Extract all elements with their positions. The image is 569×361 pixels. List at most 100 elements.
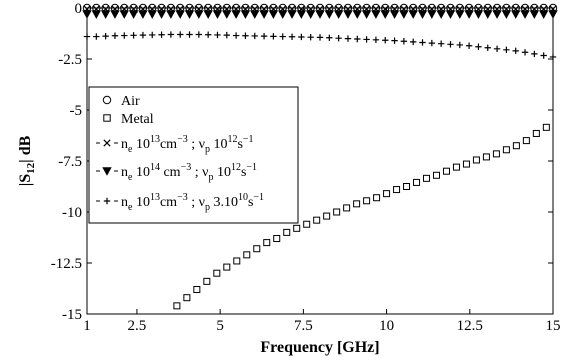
- data-point: [483, 10, 493, 19]
- legend-label-part: −3: [177, 134, 188, 145]
- y-tick-label: -15: [62, 307, 82, 323]
- data-point: [100, 10, 111, 19]
- data-point: [128, 10, 139, 19]
- legend-label: Metal: [121, 112, 154, 127]
- data-point: [511, 10, 521, 19]
- data-point: [363, 197, 371, 205]
- data-point: [130, 32, 137, 39]
- legend-label-part: p: [205, 144, 210, 155]
- data-point: [383, 190, 391, 198]
- data-point: [313, 216, 321, 224]
- data-point: [305, 10, 316, 19]
- data-point: [391, 37, 398, 44]
- data-point: [335, 34, 342, 42]
- data-point: [173, 302, 181, 310]
- legend-label-part: n: [121, 195, 128, 210]
- data-point: [158, 31, 165, 38]
- data-point: [389, 10, 400, 19]
- legend-label-part: Air: [121, 94, 140, 109]
- legend-box: [88, 86, 299, 224]
- legend-label-part: 10: [210, 137, 228, 152]
- data-point: [399, 10, 409, 19]
- data-point: [283, 228, 291, 236]
- data-point: [298, 33, 305, 41]
- x-tick-label: 2.5: [128, 318, 147, 334]
- legend-label-part: 3.10: [210, 195, 238, 210]
- data-point: [103, 197, 111, 205]
- data-point: [373, 194, 381, 202]
- data-point: [279, 33, 286, 40]
- legend-label-part: cm: [160, 195, 177, 210]
- data-point: [522, 137, 530, 145]
- y-axis-label-rest: | dB: [17, 135, 34, 162]
- legend-label-part: 12: [227, 134, 237, 145]
- data-point: [455, 10, 465, 19]
- data-point: [423, 174, 431, 182]
- data-point: [484, 44, 491, 51]
- data-point: [475, 43, 482, 50]
- data-point: [193, 286, 201, 294]
- legend-label-part: −3: [181, 162, 192, 173]
- data-point: [102, 167, 112, 176]
- data-point: [263, 239, 271, 247]
- data-point: [501, 10, 512, 19]
- data-point: [166, 10, 176, 19]
- legend-item: Metal: [103, 112, 154, 127]
- legend-item: ne 1013cm−3 ; νp 3.1010s−1: [96, 192, 264, 213]
- legend-label-part: ; ν: [191, 165, 208, 180]
- legend-label-part: −1: [246, 162, 257, 173]
- data-point: [139, 31, 147, 39]
- data-point: [316, 34, 324, 41]
- data-point: [203, 277, 211, 285]
- y-axis-label-main: |S: [17, 174, 34, 187]
- data-point: [344, 35, 352, 42]
- data-point: [343, 204, 351, 212]
- data-point: [473, 10, 484, 19]
- data-point: [410, 38, 417, 46]
- data-point: [103, 114, 111, 122]
- legend-label-part: −1: [253, 192, 264, 203]
- legend-item: Air: [102, 94, 140, 109]
- data-point: [419, 39, 426, 46]
- data-point: [296, 10, 307, 19]
- legend-label-part: n: [121, 165, 128, 180]
- legend-label: Air: [121, 94, 140, 109]
- data-point: [323, 212, 331, 220]
- data-point: [482, 153, 490, 161]
- data-point: [222, 10, 232, 19]
- x-tick-label: 7.5: [294, 318, 313, 334]
- data-point: [452, 163, 460, 171]
- data-point: [540, 52, 547, 59]
- data-point: [288, 33, 296, 40]
- data-point: [413, 178, 421, 186]
- data-point: [333, 208, 341, 216]
- legend-label-part: 10: [132, 165, 150, 180]
- x-tick-label: 15: [546, 318, 561, 334]
- data-point: [184, 10, 195, 19]
- data-point: [462, 160, 470, 168]
- legend-label-part: Metal: [121, 112, 154, 127]
- series: [83, 31, 557, 61]
- data-point: [343, 10, 353, 19]
- data-point: [532, 129, 540, 137]
- data-point: [456, 41, 463, 49]
- legend-label-part: −3: [177, 192, 188, 203]
- data-point: [242, 32, 249, 39]
- legend-label: ne 1013cm−3 ; νp 1012s−1: [121, 134, 254, 155]
- data-point: [183, 294, 191, 302]
- data-point: [324, 10, 335, 19]
- legend-label-part: cm: [160, 165, 181, 180]
- data-point: [156, 10, 167, 19]
- data-point: [186, 31, 193, 38]
- legend-item: ne 1014 cm−3 ; νp 1012s−1: [96, 162, 257, 183]
- y-axis-label: |S12| dB: [17, 135, 37, 186]
- data-point: [529, 10, 540, 19]
- data-point: [240, 10, 251, 19]
- data-point: [195, 31, 203, 38]
- y-tick-label: -10: [62, 205, 82, 221]
- data-point: [259, 10, 269, 19]
- data-point: [270, 33, 277, 40]
- legend-label: ne 1014 cm−3 ; νp 1012s−1: [121, 162, 257, 183]
- data-point: [232, 32, 240, 39]
- data-point: [268, 10, 279, 19]
